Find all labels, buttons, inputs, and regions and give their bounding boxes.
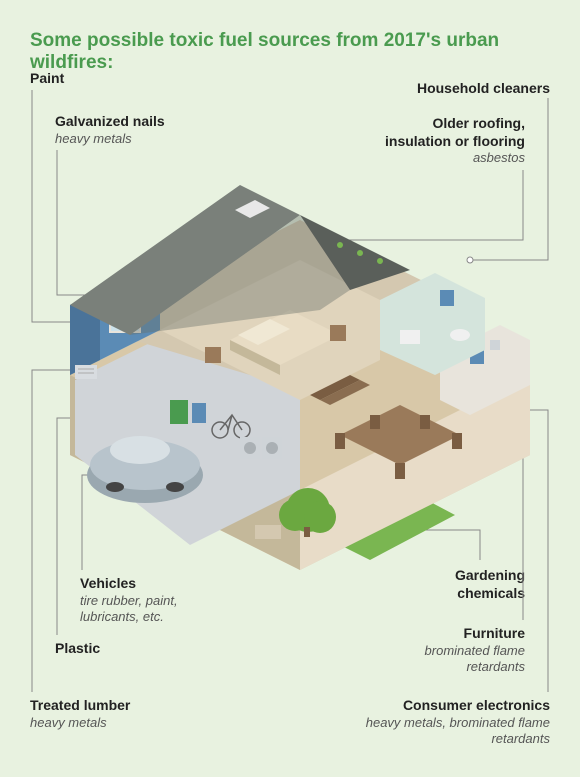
bin-icon — [170, 400, 188, 424]
house-illustration — [40, 175, 540, 575]
bin2-icon — [192, 403, 206, 423]
planter-icon — [255, 525, 281, 539]
ac-unit-icon — [75, 365, 97, 379]
